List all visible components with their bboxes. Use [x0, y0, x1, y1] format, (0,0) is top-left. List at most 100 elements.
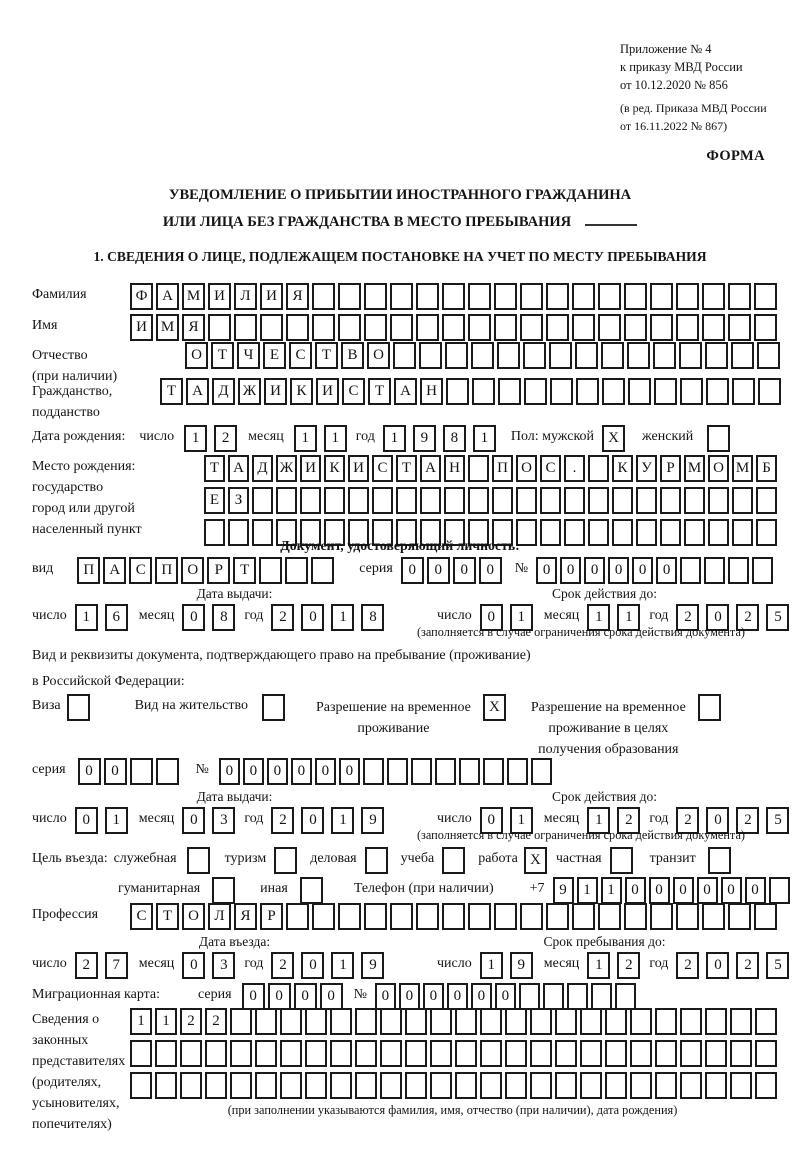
char-cell[interactable] [312, 314, 335, 341]
char-cell[interactable] [576, 378, 599, 405]
char-cell[interactable]: Н [420, 378, 443, 405]
char-cell[interactable] [564, 519, 585, 546]
char-cell[interactable]: А [228, 455, 249, 482]
char-cell[interactable] [130, 1040, 152, 1067]
char-cell[interactable] [516, 487, 537, 514]
char-cell[interactable]: Т [156, 903, 179, 930]
char-cell[interactable] [768, 877, 790, 904]
char-cell[interactable] [752, 557, 774, 584]
char-cell[interactable]: Д [252, 455, 273, 482]
char-cell[interactable] [676, 903, 699, 930]
char-cell[interactable] [755, 1040, 777, 1067]
char-cell[interactable] [684, 519, 705, 546]
char-cell[interactable] [492, 487, 513, 514]
char-cell[interactable] [259, 557, 283, 584]
char-cell[interactable] [702, 903, 725, 930]
char-cell[interactable]: 0 [584, 557, 606, 584]
char-cell[interactable]: П [77, 557, 101, 584]
char-cell[interactable] [468, 519, 489, 546]
char-cell[interactable] [252, 487, 273, 514]
char-cell[interactable] [480, 1008, 502, 1035]
char-cell[interactable] [305, 1072, 327, 1099]
char-cell[interactable] [410, 758, 432, 785]
char-cell[interactable] [505, 1040, 527, 1067]
char-cell[interactable]: 2 [74, 952, 98, 979]
char-cell[interactable] [420, 519, 441, 546]
char-cell[interactable] [311, 557, 335, 584]
char-cell[interactable]: Т [396, 455, 417, 482]
char-cell[interactable] [598, 283, 621, 310]
char-cell[interactable]: Б [756, 455, 777, 482]
char-cell[interactable] [707, 425, 731, 452]
char-cell[interactable]: 1 [600, 877, 622, 904]
char-cell[interactable] [588, 455, 609, 482]
char-cell[interactable]: М [156, 314, 179, 341]
char-cell[interactable]: И [130, 314, 153, 341]
char-cell[interactable]: М [182, 283, 205, 310]
char-cell[interactable] [155, 1072, 177, 1099]
char-cell[interactable]: 0 [398, 983, 420, 1010]
char-cell[interactable]: 0 [301, 604, 325, 631]
char-cell[interactable]: 0 [446, 983, 468, 1010]
char-cell[interactable]: 1 [509, 604, 533, 631]
char-cell[interactable] [230, 1072, 252, 1099]
char-cell[interactable]: 0 [536, 557, 558, 584]
char-cell[interactable] [550, 378, 573, 405]
char-cell[interactable] [612, 487, 633, 514]
char-cell[interactable]: 2 [676, 807, 700, 834]
char-cell[interactable] [624, 314, 647, 341]
char-cell[interactable] [372, 487, 393, 514]
char-cell[interactable] [497, 342, 520, 369]
char-cell[interactable]: 2 [736, 604, 760, 631]
char-cell[interactable] [680, 1040, 702, 1067]
char-cell[interactable]: 3 [212, 952, 236, 979]
char-cell[interactable]: 0 [706, 604, 730, 631]
char-cell[interactable] [520, 283, 543, 310]
char-cell[interactable] [274, 847, 298, 874]
char-cell[interactable] [155, 1040, 177, 1067]
char-cell[interactable] [588, 487, 609, 514]
char-cell[interactable]: 0 [452, 557, 476, 584]
char-cell[interactable] [430, 1008, 452, 1035]
char-cell[interactable] [549, 342, 572, 369]
char-cell[interactable] [680, 1072, 702, 1099]
char-cell[interactable] [650, 903, 673, 930]
char-cell[interactable]: М [684, 455, 705, 482]
char-cell[interactable]: 5 [766, 604, 790, 631]
char-cell[interactable] [758, 378, 781, 405]
char-cell[interactable] [540, 487, 561, 514]
char-cell[interactable]: 1 [74, 604, 98, 631]
char-cell[interactable] [230, 1008, 252, 1035]
char-cell[interactable] [494, 283, 517, 310]
char-cell[interactable]: 2 [205, 1008, 227, 1035]
char-cell[interactable] [518, 983, 540, 1010]
char-cell[interactable] [732, 519, 753, 546]
char-cell[interactable]: Ж [238, 378, 261, 405]
char-cell[interactable] [650, 283, 673, 310]
char-cell[interactable] [405, 1040, 427, 1067]
char-cell[interactable] [393, 342, 416, 369]
char-cell[interactable]: О [367, 342, 390, 369]
char-cell[interactable]: Е [263, 342, 286, 369]
char-cell[interactable] [732, 378, 755, 405]
char-cell[interactable]: К [612, 455, 633, 482]
char-cell[interactable]: 1 [331, 807, 355, 834]
char-cell[interactable] [261, 694, 285, 721]
char-cell[interactable]: 0 [218, 758, 240, 785]
char-cell[interactable] [624, 283, 647, 310]
char-cell[interactable] [276, 487, 297, 514]
char-cell[interactable] [505, 1008, 527, 1035]
char-cell[interactable] [730, 1008, 752, 1035]
char-cell[interactable]: У [636, 455, 657, 482]
char-cell[interactable]: 1 [617, 604, 641, 631]
char-cell[interactable]: С [372, 455, 393, 482]
char-cell[interactable]: С [540, 455, 561, 482]
char-cell[interactable] [442, 903, 465, 930]
char-cell[interactable] [330, 1072, 352, 1099]
char-cell[interactable] [338, 903, 361, 930]
char-cell[interactable]: 5 [766, 952, 790, 979]
char-cell[interactable] [455, 1008, 477, 1035]
char-cell[interactable] [468, 314, 491, 341]
char-cell[interactable] [471, 342, 494, 369]
char-cell[interactable]: 0 [632, 557, 654, 584]
